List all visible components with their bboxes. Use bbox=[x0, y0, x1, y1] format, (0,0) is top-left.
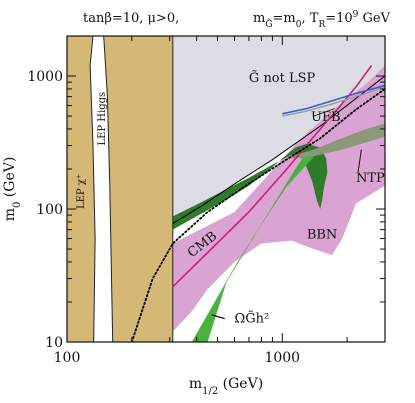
omega-arrow bbox=[211, 314, 225, 320]
lep-higgs bbox=[93, 36, 173, 342]
title-left: tanβ=10, μ>0, bbox=[83, 11, 179, 26]
ntp-arrow bbox=[357, 149, 362, 173]
x-axis-label-part-1: 1/2 bbox=[202, 386, 218, 397]
gravitino-not-lsp bbox=[172, 36, 385, 224]
y-axis-label: m0 (GeV) bbox=[2, 157, 23, 222]
title-part-4: , T bbox=[302, 11, 319, 26]
pink-band bbox=[172, 65, 385, 332]
title-part-5: R bbox=[318, 20, 325, 30]
title-right: mG̃=m0, TR=109 GeV bbox=[253, 10, 391, 30]
lep-chargino bbox=[67, 36, 96, 342]
ufb-label: UFB bbox=[311, 110, 341, 125]
title-part-0: m bbox=[253, 11, 265, 26]
title-part-8: GeV bbox=[358, 11, 390, 26]
lep-chargino-label: LEP χ⁺ bbox=[76, 174, 87, 209]
lep-chargino-edge bbox=[67, 36, 96, 342]
blue-line bbox=[282, 84, 385, 115]
bbn-label: BBN bbox=[307, 228, 337, 243]
y-tick-label: 1000 bbox=[27, 69, 63, 85]
y-tick-label: 10 bbox=[45, 335, 63, 351]
ufb-line bbox=[282, 86, 385, 117]
title-part-2: =m bbox=[273, 11, 296, 26]
magenta-line bbox=[172, 65, 373, 288]
x-tick-label: 100 bbox=[54, 350, 81, 366]
light-green-band bbox=[191, 151, 314, 342]
ntp-label: NTP bbox=[356, 171, 385, 186]
title-part-3: 0 bbox=[296, 20, 302, 30]
ufb-arrow bbox=[313, 108, 335, 117]
x-axis-label-part-0: m bbox=[189, 376, 202, 392]
x-axis-label-part-2: (GeV) bbox=[218, 376, 263, 392]
x-tick-label: 1000 bbox=[264, 350, 300, 366]
plot-frame bbox=[66, 35, 386, 343]
gravitino-not-lsp-label: G̃ not LSP bbox=[249, 70, 316, 86]
y-axis-label-part-0: m bbox=[2, 208, 18, 221]
y-axis-label-part-1: 0 bbox=[12, 202, 23, 208]
title-part-7: 9 bbox=[353, 10, 359, 20]
dotted-line bbox=[130, 88, 385, 342]
olive-band bbox=[286, 123, 385, 159]
y-tick-label: 100 bbox=[36, 202, 63, 218]
title-part-6: =10 bbox=[325, 11, 352, 26]
title-part-1: G̃ bbox=[265, 18, 272, 30]
y-axis-label-part-2: (GeV) bbox=[2, 157, 18, 202]
plot-layer bbox=[67, 36, 385, 342]
lep-higgs-edge bbox=[93, 36, 174, 342]
lep-higgs-label: LEP Higgs bbox=[97, 92, 108, 146]
omega-label: ΩG̃h² bbox=[235, 310, 270, 326]
x-axis-label: m1/2 (GeV) bbox=[189, 376, 263, 397]
